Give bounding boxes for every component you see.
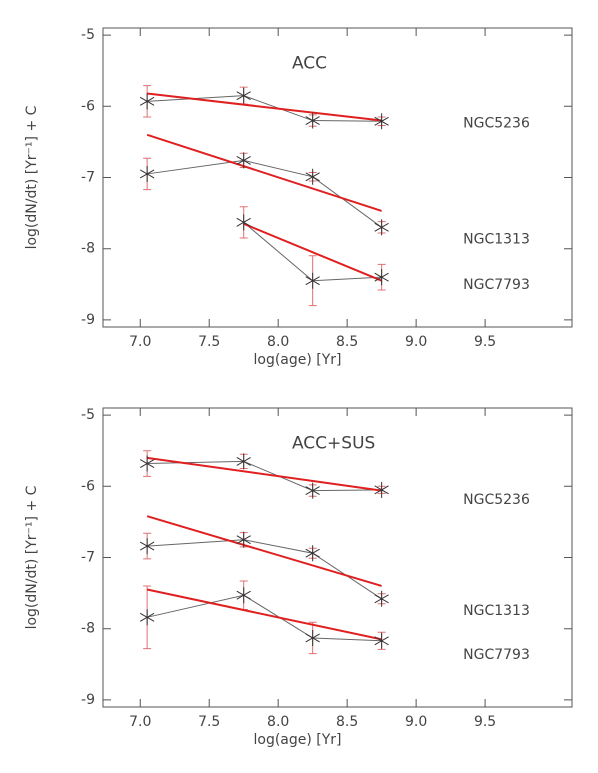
y-tick-label: -8 (81, 241, 95, 257)
y-axis-label: log(dN/dt) [Yr⁻¹] + C (24, 485, 40, 629)
x-axis-label: log(age) [Yr] (253, 352, 341, 368)
x-tick-label: 9.0 (405, 334, 427, 350)
chart-panel: 7.0 7.5 8.0 8.5 9.0 9.5 -5 -6 -7 -8 -9 log(age) [Yr… (24, 27, 573, 368)
data-line (147, 539, 382, 600)
panel-annotation: ACC+SUS (292, 434, 375, 454)
series-label: NGC5236 (463, 492, 530, 508)
series-label: NGC7793 (463, 647, 530, 663)
fit-line (146, 515, 382, 587)
marker (374, 269, 389, 286)
marker (139, 609, 155, 626)
fit-line (146, 133, 382, 212)
marker (305, 482, 320, 499)
marker (139, 93, 155, 110)
y-tick-label: -8 (81, 621, 95, 637)
marker (305, 112, 320, 129)
marker (236, 152, 251, 169)
marker (305, 168, 320, 185)
fit-line (146, 588, 382, 641)
marker (139, 538, 155, 555)
x-tick-label: 9.5 (474, 714, 496, 730)
panel-annotation: ACC (292, 54, 327, 74)
x-tick-label: 7.0 (129, 334, 151, 350)
x-axis-label: log(age) [Yr] (253, 732, 341, 748)
series-label: NGC7793 (463, 277, 530, 293)
marker (374, 590, 389, 607)
y-tick-label: -7 (81, 170, 95, 186)
data-line (147, 159, 382, 228)
y-tick-label: -5 (81, 407, 95, 423)
x-tick-label: 9.0 (405, 714, 427, 730)
marker (139, 455, 155, 472)
y-axis-label: log(dN/dt) [Yr⁻¹] + C (24, 105, 40, 249)
y-tick-label: -6 (81, 478, 95, 494)
fit-line (147, 456, 382, 492)
marker (139, 165, 155, 182)
y-tick-label: -9 (81, 692, 95, 708)
series-label: NGC1313 (463, 231, 530, 247)
x-tick-label: 7.5 (198, 334, 220, 350)
marker (236, 87, 251, 104)
data-line (147, 594, 382, 642)
fit-line (147, 92, 382, 122)
marker (374, 632, 389, 649)
y-tick-label: -5 (81, 27, 95, 43)
marker (236, 453, 251, 470)
marker (305, 272, 320, 289)
marker (236, 531, 251, 548)
marker (374, 481, 389, 498)
series-label: NGC1313 (463, 603, 530, 619)
y-tick-label: -6 (81, 98, 95, 114)
marker (374, 113, 389, 130)
chart-panel: 7.0 7.5 8.0 8.5 9.0 9.5 -5 -6 -7 -8 -9 log(age) [Yr… (24, 407, 573, 748)
series-label: NGC5236 (463, 115, 530, 131)
x-tick-label: 8.0 (267, 334, 289, 350)
x-tick-label: 8.5 (336, 714, 358, 730)
fit-line (243, 222, 383, 282)
x-tick-label: 9.5 (474, 334, 496, 350)
x-tick-label: 7.5 (198, 714, 220, 730)
marker (236, 587, 251, 604)
y-tick-label: -7 (81, 550, 95, 566)
x-tick-label: 8.5 (336, 334, 358, 350)
x-tick-label: 7.0 (129, 714, 151, 730)
y-tick-label: -9 (81, 312, 95, 328)
marker (305, 629, 320, 646)
marker (236, 214, 251, 231)
marker (305, 545, 320, 562)
x-tick-label: 8.0 (267, 714, 289, 730)
marker (374, 219, 389, 236)
